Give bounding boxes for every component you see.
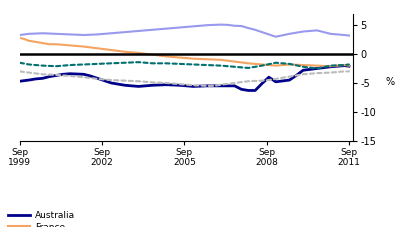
Legend: Australia, France, Japan, United Kingdom, United States: Australia, France, Japan, United Kingdom… xyxy=(8,211,108,227)
Y-axis label: %: % xyxy=(385,77,395,87)
